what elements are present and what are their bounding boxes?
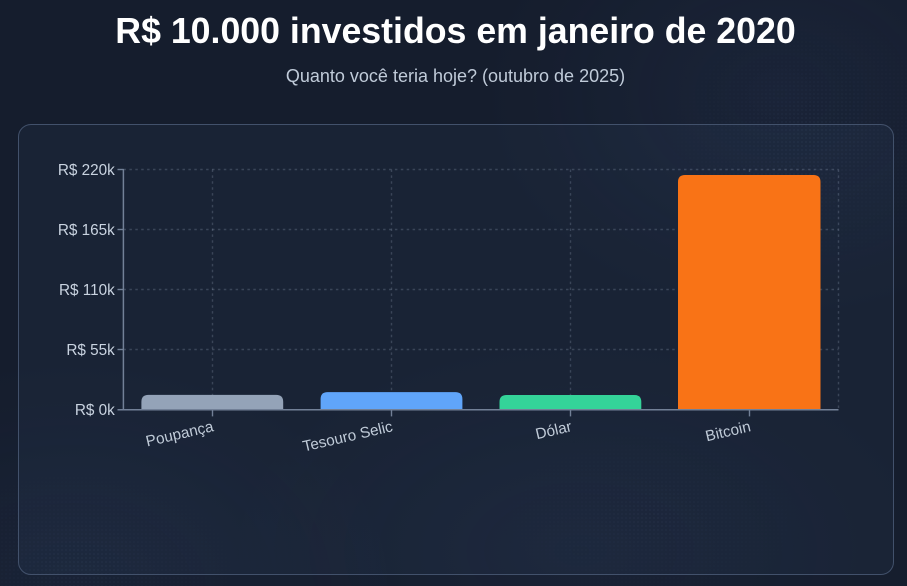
- svg-text:Poupança: Poupança: [144, 418, 215, 450]
- svg-text:R$ 220k: R$ 220k: [58, 162, 115, 179]
- svg-text:R$ 165k: R$ 165k: [58, 222, 115, 239]
- svg-text:Bitcoin: Bitcoin: [704, 418, 753, 445]
- svg-text:R$ 110k: R$ 110k: [59, 282, 115, 299]
- svg-text:Dólar: Dólar: [534, 418, 573, 443]
- svg-text:Tesouro Selic: Tesouro Selic: [301, 418, 395, 455]
- svg-text:R$ 0k: R$ 0k: [75, 402, 115, 419]
- svg-text:R$ 55k: R$ 55k: [66, 342, 115, 359]
